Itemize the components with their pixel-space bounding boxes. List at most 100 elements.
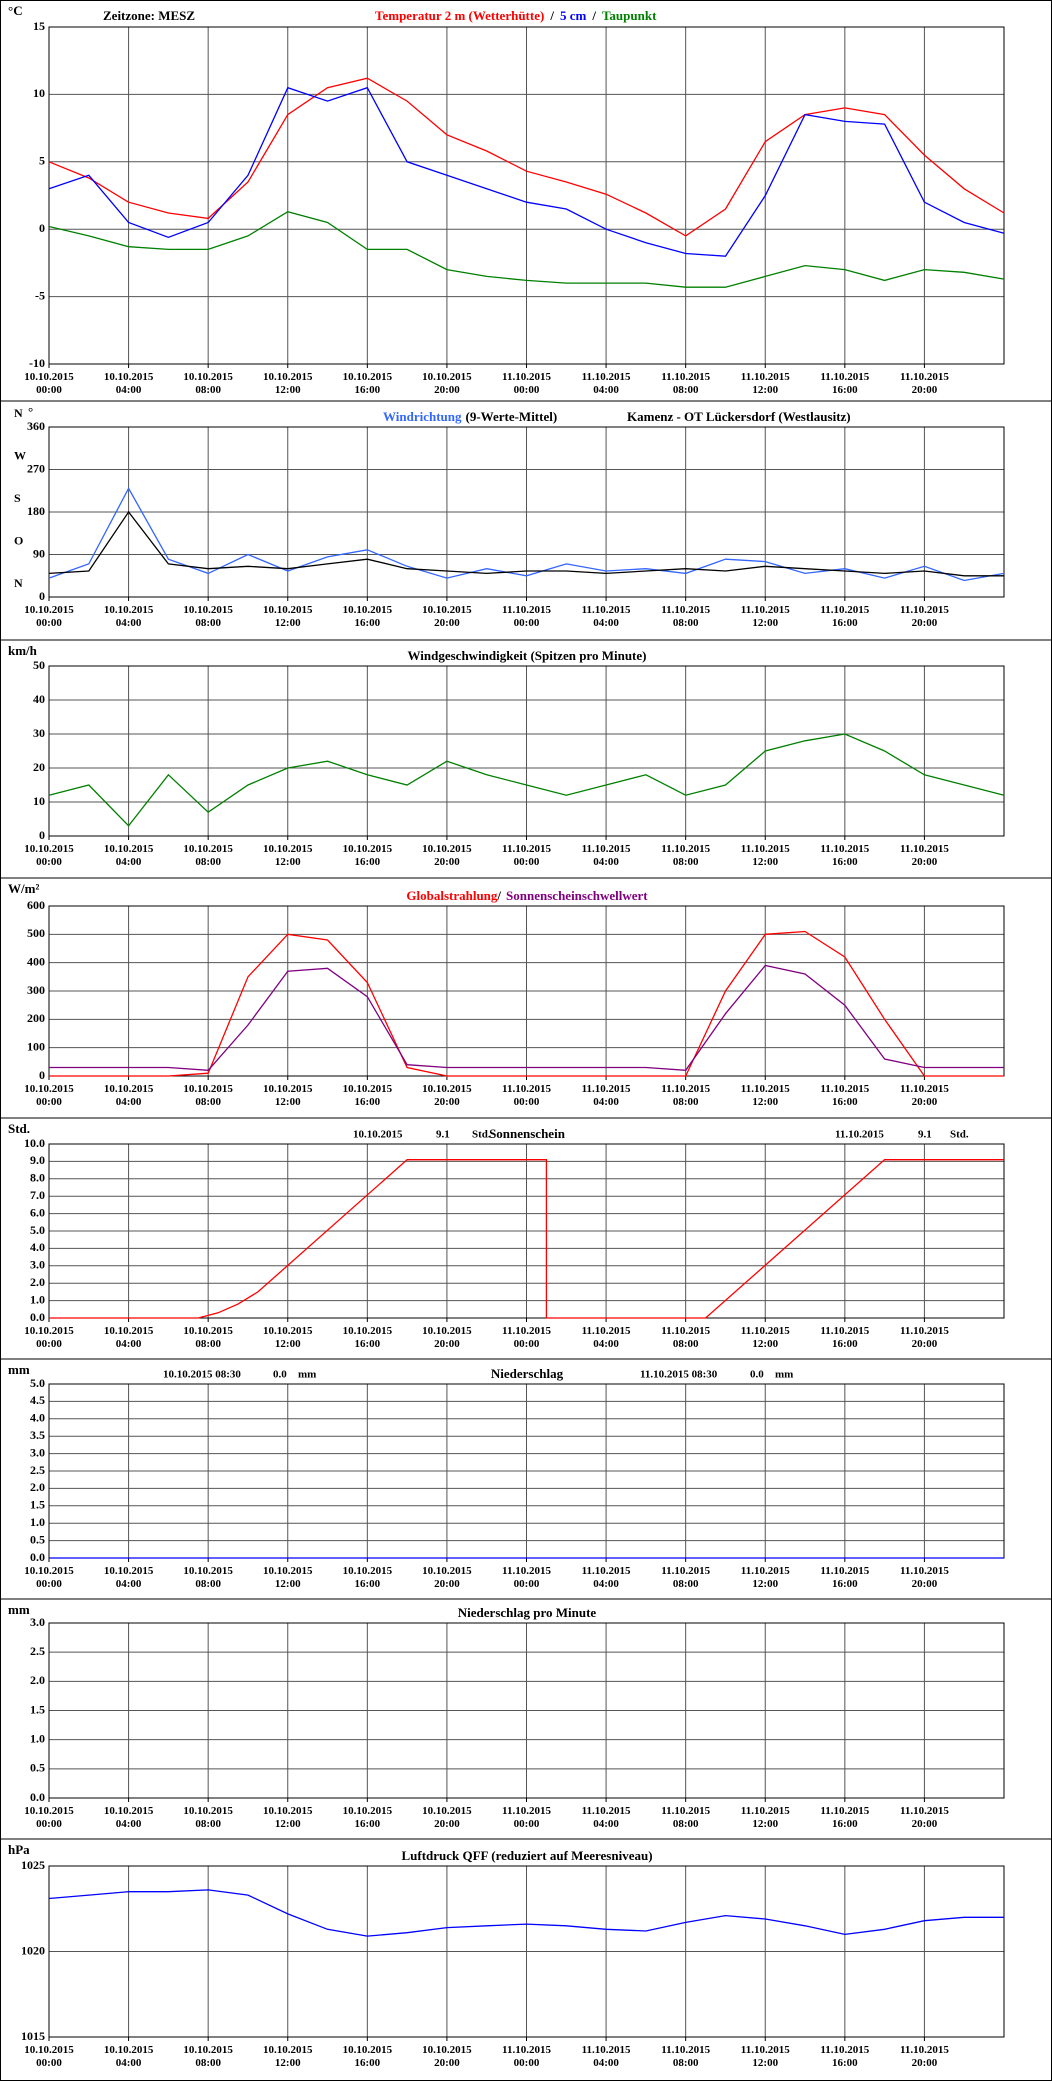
y-tick-label: 15 — [33, 19, 45, 33]
x-tick-label: 10.10.2015 16:00 — [343, 1083, 393, 1108]
x-tick-label: 11.10.2015 20:00 — [900, 843, 949, 868]
annotation: 0.0 — [273, 1369, 287, 1381]
x-tick-label: 11.10.2015 00:00 — [502, 843, 551, 868]
x-tick-label: 10.10.2015 08:00 — [183, 1805, 233, 1830]
chart-title: Windgeschwindigkeit (Spitzen pro Minute) — [408, 648, 647, 663]
data-line — [48, 733, 1005, 827]
header: Windrichtung (9-Werte-Mittel) — [383, 409, 557, 424]
x-tick-label: 11.10.2015 16:00 — [820, 1805, 869, 1830]
x-tick-label: 10.10.2015 20:00 — [422, 2044, 472, 2069]
x-tick-label: 11.10.2015 00:00 — [502, 1083, 551, 1108]
y-tick-label: 0.5 — [30, 1761, 45, 1775]
annotation: Std. — [950, 1129, 969, 1141]
x-tick-label: 11.10.2015 04:00 — [582, 1565, 631, 1590]
header-part: Windrichtung — [383, 409, 462, 424]
annotation: 10.10.2015 — [353, 1129, 403, 1141]
data-line — [48, 210, 1005, 288]
x-tick-label: 11.10.2015 12:00 — [741, 1805, 790, 1830]
header-part: (9-Werte-Mittel) — [466, 409, 558, 424]
subtitle: Kamenz - OT Lückersdorf (Westlausitz) — [627, 409, 851, 424]
y-tick-label: 180 — [27, 504, 45, 518]
x-tick-label: 10.10.2015 20:00 — [422, 371, 472, 396]
x-tick-label: 10.10.2015 04:00 — [104, 843, 154, 868]
x-tick-label: 11.10.2015 12:00 — [741, 1083, 790, 1108]
y-tick-label: 5 — [39, 154, 45, 168]
compass-label: O — [14, 533, 23, 547]
y-tick-label: 400 — [27, 954, 45, 968]
y-tick-label: 7.0 — [30, 1188, 45, 1202]
x-tick-label: 11.10.2015 04:00 — [582, 604, 631, 629]
chart-title: Luftdruck QFF (reduziert auf Meeresnivea… — [401, 1848, 652, 1863]
y-tick-label: 0 — [39, 1068, 45, 1082]
x-tick-label: 11.10.2015 16:00 — [820, 843, 869, 868]
y-tick-label: 200 — [27, 1011, 45, 1025]
annotation: Std. — [472, 1129, 491, 1141]
x-tick-label: 11.10.2015 04:00 — [582, 1805, 631, 1830]
data-line — [48, 86, 1005, 257]
plot-frame — [48, 1143, 1005, 1319]
y-tick-label: 300 — [27, 983, 45, 997]
x-tick-label: 11.10.2015 12:00 — [741, 604, 790, 629]
y-tick-label: 600 — [27, 898, 45, 912]
header-part: Temperatur 2 m (Wetterhütte) — [375, 8, 544, 23]
x-tick-label: 11.10.2015 20:00 — [900, 1805, 949, 1830]
y-tick-label: 40 — [33, 692, 45, 706]
y-axis-unit: °C — [8, 3, 23, 18]
x-tick-label: 10.10.2015 20:00 — [422, 604, 472, 629]
x-tick-label: 11.10.2015 08:00 — [661, 1565, 710, 1590]
y-axis-unit: hPa — [8, 1842, 30, 1857]
chart-title: Niederschlag — [491, 1366, 564, 1381]
y-tick-label: 3.0 — [30, 1615, 45, 1629]
plot-frame — [48, 1865, 1005, 2038]
annotation: 9.1 — [918, 1129, 932, 1141]
x-tick-label: 10.10.2015 12:00 — [263, 1565, 313, 1590]
y-tick-label: 0.0 — [30, 1310, 45, 1324]
y-tick-label: 100 — [27, 1039, 45, 1053]
annotation: 11.10.2015 — [835, 1129, 884, 1141]
x-tick-label: 10.10.2015 08:00 — [183, 1325, 233, 1350]
y-tick-label: 1.5 — [30, 1702, 45, 1716]
x-tick-label: 11.10.2015 16:00 — [820, 604, 869, 629]
annotation: 10.10.2015 08:30 — [163, 1369, 241, 1381]
x-tick-label: 10.10.2015 00:00 — [24, 1565, 74, 1590]
annotation: 9.1 — [436, 1129, 450, 1141]
y-tick-label: 360 — [27, 419, 45, 433]
x-tick-label: 10.10.2015 16:00 — [343, 371, 393, 396]
data-line — [49, 930, 1004, 1077]
x-tick-label: 10.10.2015 12:00 — [263, 604, 313, 629]
y-tick-label: 0.0 — [30, 1790, 45, 1804]
y-tick-label: 1020 — [21, 1943, 45, 1957]
header-part: Taupunkt — [602, 8, 657, 23]
x-tick-label: 10.10.2015 16:00 — [343, 843, 393, 868]
header-part: / — [496, 888, 501, 903]
y-tick-label: 1.0 — [30, 1731, 45, 1745]
x-tick-label: 10.10.2015 00:00 — [24, 1083, 74, 1108]
x-tick-label: 10.10.2015 12:00 — [263, 1805, 313, 1830]
y-axis-unit: ° — [28, 404, 33, 419]
x-tick-label: 11.10.2015 08:00 — [661, 843, 710, 868]
y-axis-unit: mm — [8, 1602, 30, 1617]
compass-label: W — [14, 448, 26, 462]
x-tick-label: 10.10.2015 00:00 — [24, 843, 74, 868]
x-tick-label: 10.10.2015 00:00 — [24, 2044, 74, 2069]
y-tick-label: 2.5 — [30, 1463, 45, 1477]
y-tick-label: 0 — [39, 828, 45, 842]
x-tick-label: 10.10.2015 08:00 — [183, 604, 233, 629]
x-tick-label: 11.10.2015 16:00 — [820, 371, 869, 396]
header: Temperatur 2 m (Wetterhütte) / 5 cm / Taupun… — [375, 8, 657, 23]
y-tick-label: 3.0 — [30, 1445, 45, 1459]
y-tick-label: 90 — [33, 546, 45, 560]
x-tick-label: 11.10.2015 12:00 — [741, 2044, 790, 2069]
y-tick-label: 1.0 — [30, 1292, 45, 1306]
y-tick-label: 10.0 — [24, 1136, 45, 1150]
x-tick-label: 10.10.2015 04:00 — [104, 1805, 154, 1830]
x-tick-label: 11.10.2015 00:00 — [502, 371, 551, 396]
x-tick-label: 11.10.2015 16:00 — [820, 1325, 869, 1350]
x-tick-label: 11.10.2015 20:00 — [900, 2044, 949, 2069]
x-tick-label: 10.10.2015 12:00 — [263, 1083, 313, 1108]
x-tick-label: 11.10.2015 12:00 — [741, 843, 790, 868]
y-tick-label: 5.0 — [30, 1376, 45, 1390]
x-tick-label: 10.10.2015 08:00 — [183, 2044, 233, 2069]
header-part: Globalstrahlung — [406, 888, 498, 903]
